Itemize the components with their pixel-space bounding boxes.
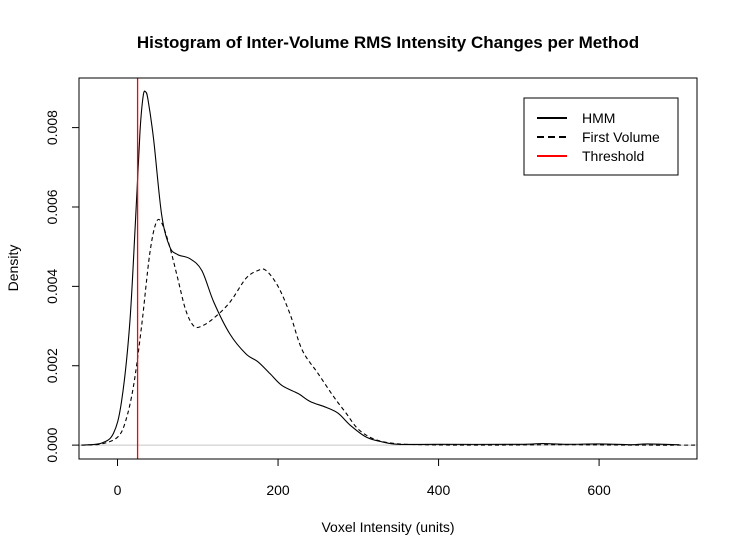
x-axis-label: Voxel Intensity (units) xyxy=(321,519,454,535)
legend-label-threshold: Threshold xyxy=(582,148,644,164)
x-axis: 0 200 400 600 xyxy=(114,458,611,498)
chart-title: Histogram of Inter-Volume RMS Intensity … xyxy=(137,33,639,52)
legend-label-hmm: HMM xyxy=(582,110,615,126)
y-tick-label: 0.000 xyxy=(44,427,60,462)
plot-area xyxy=(79,78,697,459)
x-tick-label: 0 xyxy=(114,482,122,498)
y-tick-label: 0.004 xyxy=(44,269,60,304)
y-axis: 0.000 0.002 0.004 0.006 0.008 xyxy=(44,110,80,463)
y-tick-label: 0.002 xyxy=(44,348,60,383)
y-tick-label: 0.008 xyxy=(44,110,60,145)
x-tick-label: 200 xyxy=(266,482,290,498)
x-tick-label: 400 xyxy=(427,482,451,498)
y-tick-label: 0.006 xyxy=(44,189,60,224)
series-line-hmm xyxy=(81,90,680,446)
x-tick-label: 600 xyxy=(587,482,611,498)
series-line-first-volume xyxy=(81,218,696,446)
legend: HMM First Volume Threshold xyxy=(523,97,679,176)
y-axis-label: Density xyxy=(5,245,21,292)
legend-label-first-volume: First Volume xyxy=(582,129,660,145)
